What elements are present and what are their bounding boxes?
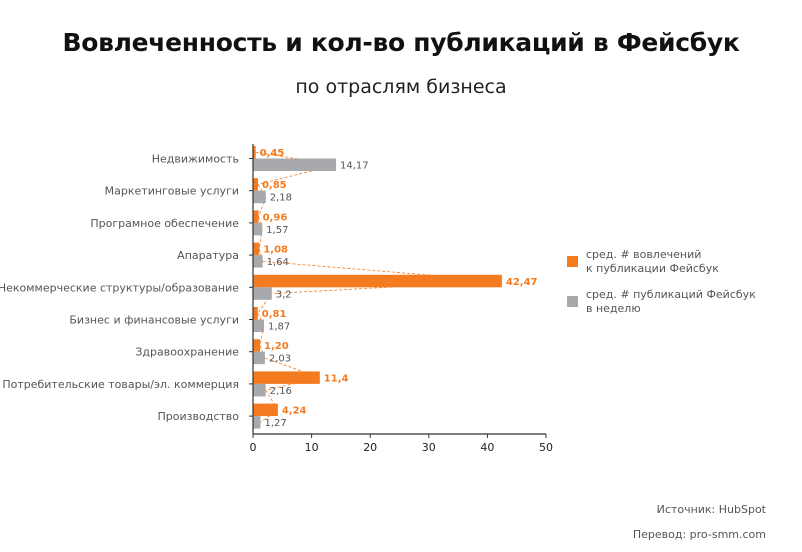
data-label-engagement: 1,08 — [263, 245, 288, 256]
chart-title: Вовлеченность и кол-во публикаций в Фейс… — [62, 28, 740, 57]
data-label-posts: 1,27 — [264, 418, 286, 429]
bar-posts — [253, 383, 266, 397]
legend-swatch-posts — [567, 296, 578, 307]
data-label-engagement: 42,47 — [506, 277, 538, 288]
bar-posts — [253, 351, 265, 365]
connector-line — [259, 325, 265, 346]
category-label: Недвижимость — [152, 153, 239, 166]
bar-posts — [253, 287, 272, 300]
connector-line — [257, 293, 273, 314]
bar-engagement — [253, 274, 502, 288]
data-label-posts: 1,87 — [268, 322, 290, 333]
data-label-posts: 1,57 — [266, 225, 288, 236]
bar-posts — [253, 255, 263, 268]
connector-line — [258, 196, 267, 217]
bar-posts — [253, 416, 261, 429]
x-tick-label: 40 — [480, 441, 494, 454]
data-label-engagement: 0,45 — [260, 148, 285, 159]
x-tick-label: 50 — [539, 441, 553, 454]
connector-line — [258, 229, 263, 249]
bar-engagement — [253, 210, 259, 223]
data-label-engagement: 0,85 — [262, 180, 287, 191]
x-tick-label: 10 — [305, 441, 319, 454]
bar-posts — [253, 190, 266, 204]
bar-posts — [253, 158, 337, 171]
data-label-posts: 2,03 — [269, 354, 291, 365]
bar-posts — [253, 319, 264, 332]
category-label: Некоммерческие структуры/образование — [0, 281, 239, 294]
data-label-posts: 2,18 — [270, 193, 292, 204]
legend-label-posts-line2: в неделю — [586, 302, 641, 315]
x-tick-label: 0 — [250, 441, 257, 454]
data-label-posts: 2,16 — [270, 386, 292, 397]
data-label-engagement: 0,81 — [262, 309, 287, 320]
data-label-engagement: 0,96 — [263, 212, 288, 223]
category-label: Потребительские товары/эл. коммерция — [2, 378, 239, 391]
bar-engagement — [253, 242, 260, 256]
bar-engagement — [253, 146, 256, 159]
x-tick-label: 30 — [422, 441, 436, 454]
data-label-posts: 1,64 — [267, 257, 289, 268]
source-note: Источник: HubSpot — [656, 503, 766, 516]
bar-engagement — [253, 339, 261, 352]
chart-subtitle: по отраслям бизнеса — [295, 76, 507, 98]
connector-line — [257, 164, 337, 185]
category-label: Бизнес и финансовые услуги — [69, 314, 239, 327]
data-label-engagement: 1,20 — [264, 341, 289, 352]
category-label: Апаратура — [177, 249, 239, 262]
bar-engagement — [253, 371, 320, 384]
category-label: Производство — [158, 410, 240, 423]
category-label: Маркетинговые услуги — [105, 185, 239, 198]
legend-label-posts-line1: сред. # публикаций Фейсбук — [586, 288, 756, 301]
data-label-posts: 14,17 — [340, 161, 369, 172]
data-label-posts: 3,2 — [276, 289, 292, 300]
data-label-engagement: 4,24 — [282, 406, 307, 417]
bar-posts — [253, 222, 263, 236]
legend-label-engagement-line2: к публикации Фейсбук — [586, 262, 719, 275]
data-label-engagement: 11,4 — [324, 373, 349, 384]
translation-note: Перевод: pro-smm.com — [632, 528, 766, 541]
bar-engagement — [253, 307, 258, 320]
legend-label-engagement-line1: сред. # вовлечений — [586, 248, 702, 261]
category-label: Здравоохранение — [135, 346, 239, 359]
legend-swatch-engagement — [567, 256, 578, 267]
bar-engagement — [253, 178, 258, 191]
x-tick-label: 20 — [363, 441, 377, 454]
bar-engagement — [253, 403, 278, 417]
connector-line — [265, 389, 279, 411]
category-label: Програмное обеспечение — [90, 217, 239, 230]
